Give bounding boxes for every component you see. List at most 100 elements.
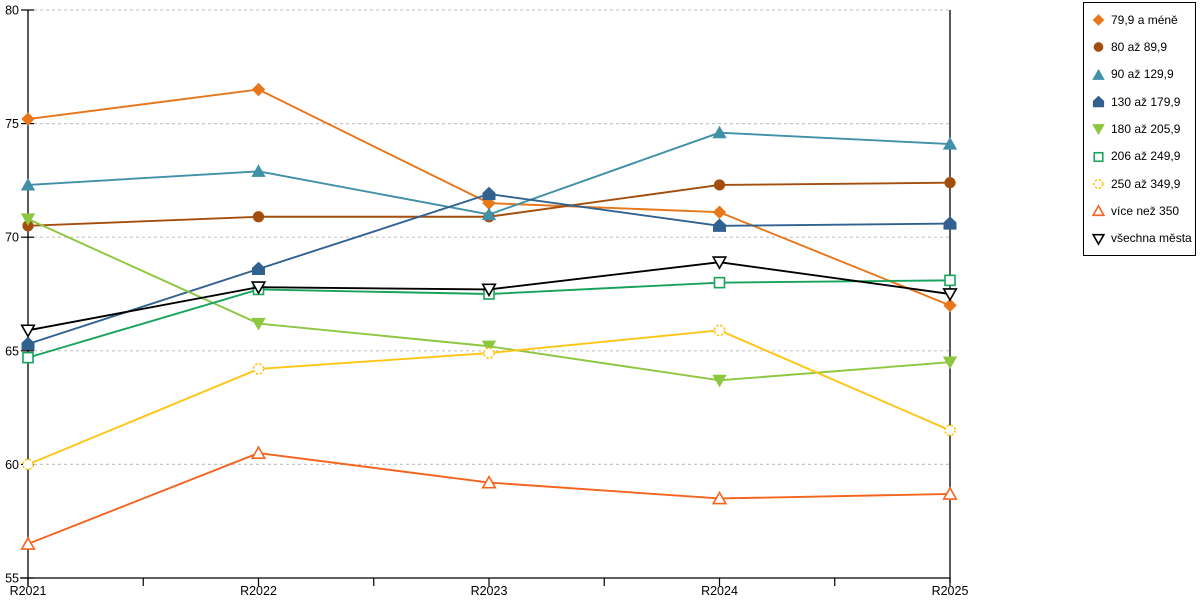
x-tick-label: R2021 xyxy=(10,584,47,598)
legend-label: 206 až 249,9 xyxy=(1111,149,1181,164)
pentagon-marker xyxy=(21,336,35,351)
circle-marker xyxy=(944,424,956,437)
legend-item: všechna města xyxy=(1091,231,1195,246)
x-tick-label: R2025 xyxy=(932,584,969,598)
triangle-up-marker xyxy=(712,125,727,139)
y-tick-label: 55 xyxy=(5,572,19,586)
circle-marker xyxy=(483,347,495,359)
square-marker xyxy=(1093,151,1104,162)
diamond-icon xyxy=(1092,14,1105,26)
legend-label: všechna města xyxy=(1111,231,1192,246)
triangle-up-marker xyxy=(481,474,497,489)
triangle-up-icon xyxy=(1092,68,1105,80)
triangle-up-marker xyxy=(20,177,36,191)
pentagon-marker xyxy=(713,218,726,232)
triangle-down-marker xyxy=(712,374,727,388)
triangle-down-marker xyxy=(711,256,728,270)
legend-label: 250 až 349,9 xyxy=(1111,176,1181,191)
diamond-marker xyxy=(1092,14,1105,26)
y-tick-label: 60 xyxy=(5,458,19,472)
circle-marker xyxy=(252,363,265,375)
x-tick-label: R2022 xyxy=(240,584,277,598)
triangle-down-marker xyxy=(481,283,497,298)
x-tick-label: R2024 xyxy=(701,584,738,598)
series-7 xyxy=(22,324,956,471)
legend-label: 180 až 205,9 xyxy=(1111,121,1181,136)
legend-item: 130 až 179,9 xyxy=(1091,94,1195,109)
series-3 xyxy=(20,125,958,221)
y-tick-label: 65 xyxy=(5,344,19,358)
circle-marker xyxy=(252,211,265,223)
square-icon xyxy=(1093,151,1104,162)
diamond-marker xyxy=(21,112,35,126)
triangle-down-marker xyxy=(20,324,36,338)
y-tick-label: 70 xyxy=(5,231,19,245)
series-9 xyxy=(20,256,958,338)
y-tick-label: 75 xyxy=(5,117,19,131)
legend-item: více než 350 xyxy=(1091,203,1195,218)
legend-item: 80 až 89,9 xyxy=(1091,39,1195,54)
gridlines xyxy=(28,9,950,465)
triangle-down-icon xyxy=(1092,124,1105,136)
triangle-down-marker xyxy=(250,281,267,295)
y-tick-label: 80 xyxy=(5,4,19,18)
triangle-up-marker xyxy=(942,486,958,500)
series-8 xyxy=(20,445,958,550)
triangle-down-marker xyxy=(20,213,36,227)
series-4 xyxy=(21,186,957,351)
circle-marker xyxy=(22,458,34,471)
circle-icon xyxy=(1093,42,1104,53)
triangle-down-marker xyxy=(481,340,497,354)
legend-item: 206 až 249,9 xyxy=(1091,149,1195,164)
legend-label: 130 až 179,9 xyxy=(1111,94,1181,109)
triangle-up-marker xyxy=(251,164,266,177)
legend-label: 80 až 89,9 xyxy=(1111,39,1168,54)
square-marker xyxy=(944,274,956,287)
diamond-marker xyxy=(712,205,727,219)
triangle-down-marker xyxy=(251,317,266,331)
triangle-up-marker xyxy=(942,137,958,150)
triangle-down-marker xyxy=(942,356,958,370)
triangle-up-marker xyxy=(250,445,267,459)
triangle-up-marker xyxy=(20,536,36,550)
diamond-marker xyxy=(943,298,957,313)
series-5 xyxy=(20,213,958,388)
triangle-down-icon xyxy=(1091,233,1106,246)
series-1 xyxy=(21,82,957,313)
legend-item: 250 až 349,9 xyxy=(1091,176,1195,191)
legend-item: 79,9 a méně xyxy=(1091,12,1195,27)
circle-marker xyxy=(713,179,726,191)
circle-marker xyxy=(944,177,956,189)
legend-label: více než 350 xyxy=(1111,203,1180,218)
legend-label: 79,9 a méně xyxy=(1111,12,1178,27)
triangle-up-marker xyxy=(711,490,728,505)
pentagon-marker xyxy=(1092,95,1105,108)
triangle-up-marker xyxy=(1092,68,1105,80)
circle-marker xyxy=(713,324,726,337)
pentagon-marker xyxy=(482,186,496,201)
legend-label: 90 až 129,9 xyxy=(1111,67,1174,82)
pentagon-marker xyxy=(943,216,957,230)
square-marker xyxy=(713,276,726,289)
legend: 79,9 a méně 80 až 89,9 90 až 129,9 130 až 1… xyxy=(1083,2,1196,256)
triangle-up-marker xyxy=(481,207,497,221)
legend-item: 90 až 129,9 xyxy=(1091,67,1195,82)
y-axis-ticks: 55 60 65 70 75 80 xyxy=(5,4,34,586)
legend-item: 180 až 205,9 xyxy=(1091,121,1195,136)
circle-marker xyxy=(1093,42,1104,53)
diamond-marker xyxy=(251,82,266,97)
triangle-up-icon xyxy=(1091,204,1106,217)
triangle-up-marker xyxy=(1091,204,1106,217)
triangle-down-marker xyxy=(1091,233,1106,246)
circle-marker xyxy=(1093,178,1104,190)
pentagon-icon xyxy=(1092,95,1105,108)
pentagon-marker xyxy=(252,261,265,276)
x-tick-label: R2023 xyxy=(471,584,508,598)
circle-icon xyxy=(1093,178,1104,190)
x-axis-ticks: R2021 R2022 R2023 R2024 R2025 xyxy=(10,578,969,598)
square-marker xyxy=(22,351,34,364)
triangle-down-marker xyxy=(942,288,958,302)
triangle-down-marker xyxy=(1092,124,1105,136)
